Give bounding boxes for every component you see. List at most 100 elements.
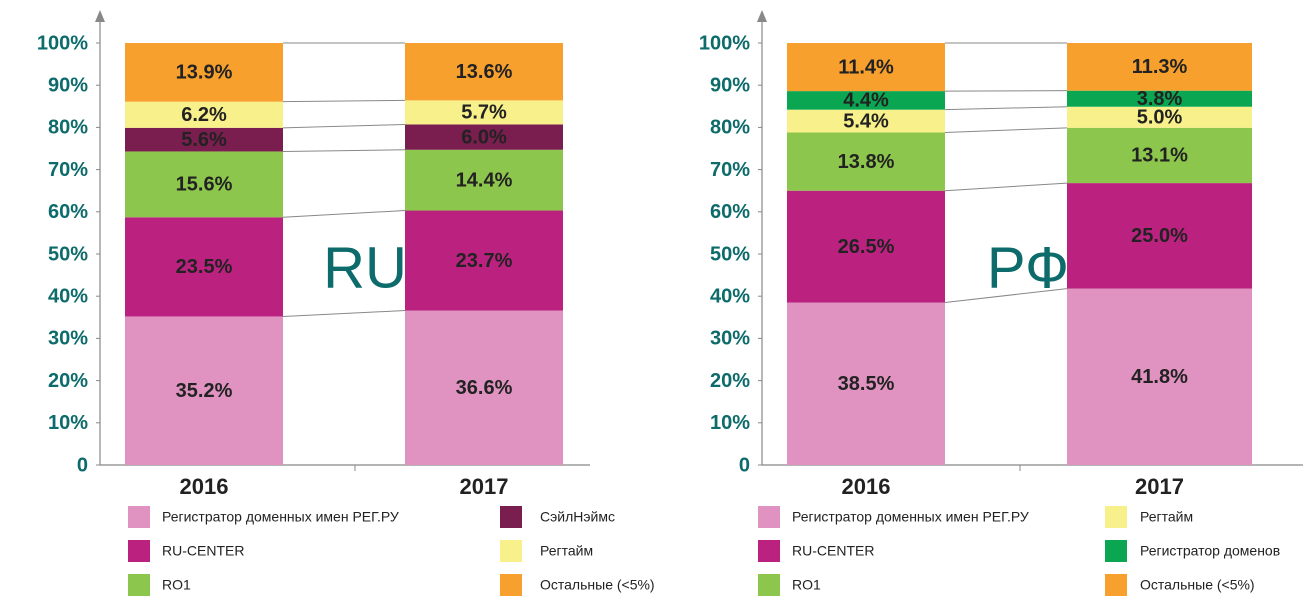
- bar-segment: [1067, 288, 1252, 465]
- y-tick-label: 100%: [699, 32, 750, 54]
- value-label: 5.7%: [461, 102, 507, 124]
- bar-segment: [787, 302, 945, 465]
- legend-swatch: [758, 506, 780, 528]
- legend-label: RO1: [792, 577, 821, 593]
- y-tick-label: 90%: [48, 74, 88, 96]
- bar-segment: [125, 43, 283, 102]
- value-label: 5.6%: [181, 129, 227, 151]
- y-tick-label: 30%: [48, 328, 88, 350]
- legend-label: Регистратор доменных имен РЕГ.РУ: [792, 509, 1029, 525]
- y-tick-label: 60%: [48, 201, 88, 223]
- y-tick-label: 50%: [48, 243, 88, 265]
- legend-swatch: [758, 540, 780, 562]
- y-tick-label: 20%: [710, 370, 750, 392]
- connector: [944, 127, 1068, 133]
- value-label: 41.8%: [1131, 366, 1188, 388]
- value-label: 23.5%: [176, 256, 233, 278]
- legend-label: Регтайм: [540, 543, 593, 559]
- bar-segment: [1067, 127, 1252, 184]
- y-tick-label: 70%: [48, 159, 88, 181]
- bar-segment: [787, 109, 945, 133]
- legend-label: RO1: [162, 577, 191, 593]
- y-tick-label: 0: [77, 454, 88, 476]
- x-tick-label: 2017: [460, 474, 509, 499]
- legend-swatch: [500, 574, 522, 596]
- bar-segment: [405, 43, 563, 101]
- legend-swatch: [1105, 540, 1127, 562]
- value-label: 11.3%: [1132, 56, 1188, 78]
- y-tick-label: 90%: [710, 74, 750, 96]
- legend-swatch: [1105, 506, 1127, 528]
- y-tick-label: 10%: [710, 412, 750, 434]
- value-label: 38.5%: [838, 373, 895, 395]
- bar-segment: [125, 151, 283, 218]
- y-tick-label: 30%: [710, 328, 750, 350]
- connector: [944, 288, 1068, 304]
- legend-label: СэйлНэймс: [540, 509, 615, 525]
- bar-segment: [125, 217, 283, 317]
- axis-arrow: [757, 10, 767, 22]
- legend-label: Остальные (<5%): [540, 577, 655, 593]
- connector: [282, 123, 406, 129]
- bar-segment: [405, 100, 563, 125]
- bar-segment: [1067, 106, 1252, 128]
- value-label: 11.4%: [838, 56, 894, 78]
- x-tick-label: 2017: [1135, 474, 1184, 499]
- value-label: 14.4%: [456, 169, 513, 191]
- axis-arrow: [95, 10, 105, 22]
- connector: [282, 99, 406, 103]
- y-tick-label: 80%: [48, 117, 88, 139]
- bar-segment: [787, 91, 945, 110]
- connector: [944, 106, 1068, 111]
- y-tick-label: 40%: [710, 285, 750, 307]
- y-tick-label: 50%: [710, 243, 750, 265]
- y-tick-label: 60%: [710, 201, 750, 223]
- bar-segment: [1067, 90, 1252, 107]
- legend-swatch: [128, 574, 150, 596]
- connector: [282, 210, 406, 218]
- value-label: 6.0%: [461, 126, 507, 148]
- y-tick-label: 80%: [710, 117, 750, 139]
- legend-swatch: [1105, 574, 1127, 596]
- value-label: 13.9%: [176, 62, 233, 84]
- bar-segment: [787, 43, 945, 92]
- value-label: 6.2%: [181, 104, 227, 126]
- legend-swatch: [128, 540, 150, 562]
- bar-segment: [405, 310, 563, 465]
- bar-segment: [787, 132, 945, 191]
- legend-swatch: [128, 506, 150, 528]
- value-label: 36.6%: [456, 377, 513, 399]
- bar-segment: [405, 210, 563, 311]
- value-label: 35.2%: [176, 380, 233, 402]
- annotation: РФ: [987, 235, 1069, 300]
- connector: [282, 310, 406, 317]
- bar-segment: [125, 101, 283, 128]
- x-tick-label: 2016: [842, 474, 891, 499]
- legend-label: Регистратор доменов: [1140, 543, 1280, 559]
- connector: [282, 149, 406, 152]
- value-label: 23.7%: [456, 250, 513, 272]
- y-tick-label: 0: [739, 454, 750, 476]
- value-label: 5.0%: [1137, 107, 1183, 129]
- y-tick-label: 100%: [37, 32, 88, 54]
- value-label: 13.1%: [1131, 145, 1188, 167]
- bar-segment: [787, 190, 945, 303]
- value-label: 5.4%: [843, 110, 889, 132]
- connector: [944, 182, 1068, 192]
- value-label: 26.5%: [838, 236, 895, 258]
- legend-label: RU-CENTER: [792, 543, 874, 559]
- legend-swatch: [500, 540, 522, 562]
- y-tick-label: 20%: [48, 370, 88, 392]
- y-tick-label: 70%: [710, 159, 750, 181]
- annotation: RU: [323, 235, 407, 300]
- bar-segment: [1067, 183, 1252, 289]
- value-label: 13.6%: [456, 61, 513, 83]
- value-label: 3.8%: [1137, 88, 1183, 110]
- value-label: 15.6%: [176, 174, 233, 196]
- value-label: 25.0%: [1131, 225, 1188, 247]
- y-tick-label: 10%: [48, 412, 88, 434]
- bar-segment: [125, 316, 283, 465]
- value-label: 4.4%: [843, 90, 889, 112]
- legend-label: RU-CENTER: [162, 543, 244, 559]
